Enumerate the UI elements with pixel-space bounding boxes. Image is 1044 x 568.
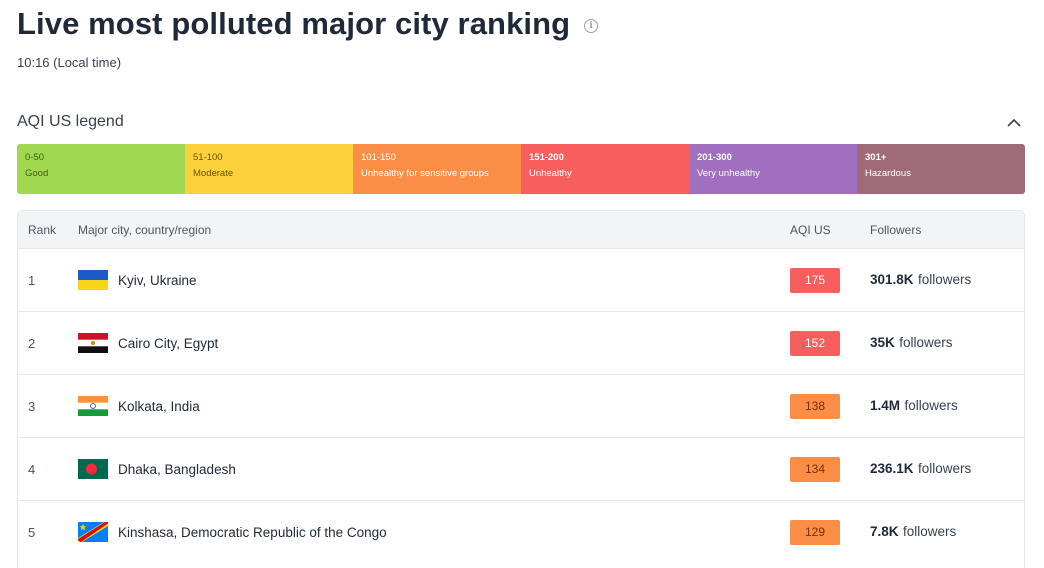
aqi-badge: 134 [790, 456, 840, 482]
city-name[interactable]: Dhaka, Bangladesh [118, 461, 236, 477]
table-row[interactable]: 2 Cairo City, Egypt 152 35K followers [18, 311, 1024, 374]
title-row: Live most polluted major city ranking i [17, 6, 599, 42]
header-rank: Rank [28, 222, 57, 237]
legend-segment-very-unhealthy: 201-300 Very unhealthy [689, 144, 857, 194]
legend-segment-hazardous: 301+ Hazardous [857, 144, 1025, 194]
rank-cell: 5 [28, 524, 36, 540]
header-followers: Followers [870, 222, 922, 237]
chevron-up-icon[interactable] [1007, 115, 1021, 129]
legend-label: Very unhealthy [697, 168, 760, 179]
legend-range: 0-50 [25, 152, 45, 163]
legend-range: 201-300 [697, 152, 732, 163]
legend-label: Hazardous [865, 168, 911, 179]
followers-count: 236.1K [870, 461, 914, 476]
followers-word: followers [918, 272, 972, 287]
aqi-cell: 129 [790, 519, 870, 545]
table-row[interactable]: 1 Kyiv, Ukraine 175 301.8K followers [18, 248, 1024, 311]
table-row[interactable]: 4 Dhaka, Bangladesh 134 236.1K followers [18, 437, 1024, 500]
city-cell[interactable]: Dhaka, Bangladesh [78, 459, 790, 479]
legend-label: Unhealthy [529, 168, 572, 179]
followers-cell: 1.4M followers [870, 397, 1024, 415]
city-cell[interactable]: Kinshasa, Democratic Republic of the Con… [78, 522, 790, 542]
legend-title: AQI US legend [17, 113, 124, 130]
aqi-legend-bar: 0-50 Good 51-100 Moderate 101-150 Unheal… [17, 144, 1025, 194]
legend-segment-moderate: 51-100 Moderate [185, 144, 353, 194]
legend-range: 301+ [865, 152, 887, 163]
followers-count: 1.4M [870, 398, 901, 413]
local-time: 10:16 (Local time) [17, 55, 122, 70]
followers-word: followers [899, 335, 953, 350]
legend-segment-sensitive: 101-150 Unhealthy for sensitive groups [353, 144, 521, 194]
city-cell[interactable]: Kolkata, India [78, 396, 790, 416]
followers-cell: 236.1K followers [870, 460, 1024, 478]
followers-count: 301.8K [870, 272, 914, 287]
aqi-cell: 175 [790, 267, 870, 293]
legend-segment-unhealthy: 151-200 Unhealthy [521, 144, 689, 194]
legend-range: 101-150 [361, 152, 396, 163]
city-cell[interactable]: Kyiv, Ukraine [78, 270, 790, 290]
legend-label: Moderate [193, 168, 234, 179]
aqi-cell: 152 [790, 330, 870, 356]
legend-label: Good [25, 168, 49, 179]
legend-range: 151-200 [529, 152, 564, 163]
aqi-cell: 138 [790, 393, 870, 419]
followers-cell: 301.8K followers [870, 271, 1024, 289]
header-city: Major city, country/region [78, 222, 212, 237]
followers-cell: 7.8K followers [870, 523, 1024, 541]
city-cell[interactable]: Cairo City, Egypt [78, 333, 790, 353]
ukraine-flag-icon [78, 270, 108, 290]
followers-cell: 35K followers [870, 334, 1024, 352]
followers-word: followers [904, 398, 958, 413]
legend-range: 51-100 [193, 152, 223, 163]
table-header: Rank Major city, country/region AQI US F… [18, 211, 1024, 248]
legend-segment-good: 0-50 Good [17, 144, 185, 194]
aqi-badge: 129 [790, 519, 840, 545]
city-name[interactable]: Kyiv, Ukraine [118, 272, 197, 288]
aqi-badge: 175 [790, 267, 840, 293]
rank-cell: 1 [28, 272, 36, 288]
aqi-cell: 134 [790, 456, 870, 482]
legend-header[interactable]: AQI US legend [17, 113, 1025, 131]
rank-cell: 4 [28, 461, 36, 477]
city-name[interactable]: Cairo City, Egypt [118, 335, 219, 351]
bangladesh-flag-icon [78, 459, 108, 479]
ranking-table: Rank Major city, country/region AQI US F… [17, 210, 1025, 568]
table-row[interactable]: 5 Kinshasa, Democratic Republic of the C… [18, 500, 1024, 563]
followers-count: 35K [870, 335, 895, 350]
aqi-badge: 152 [790, 330, 840, 356]
city-name[interactable]: Kolkata, India [118, 398, 200, 414]
rank-cell: 3 [28, 398, 36, 414]
header-aqi: AQI US [790, 222, 831, 237]
page-title: Live most polluted major city ranking [17, 6, 571, 41]
rank-cell: 2 [28, 335, 36, 351]
egypt-flag-icon [78, 333, 108, 353]
city-name[interactable]: Kinshasa, Democratic Republic of the Con… [118, 524, 387, 540]
followers-count: 7.8K [870, 524, 899, 539]
india-flag-icon [78, 396, 108, 416]
aqi-badge: 138 [790, 393, 840, 419]
drc-flag-icon [78, 522, 108, 542]
info-icon[interactable]: i [584, 19, 599, 33]
table-row[interactable]: 3 Kolkata, India 138 1.4M followers [18, 374, 1024, 437]
followers-word: followers [918, 461, 972, 476]
followers-word: followers [902, 524, 957, 539]
legend-label: Unhealthy for sensitive groups [361, 168, 489, 179]
